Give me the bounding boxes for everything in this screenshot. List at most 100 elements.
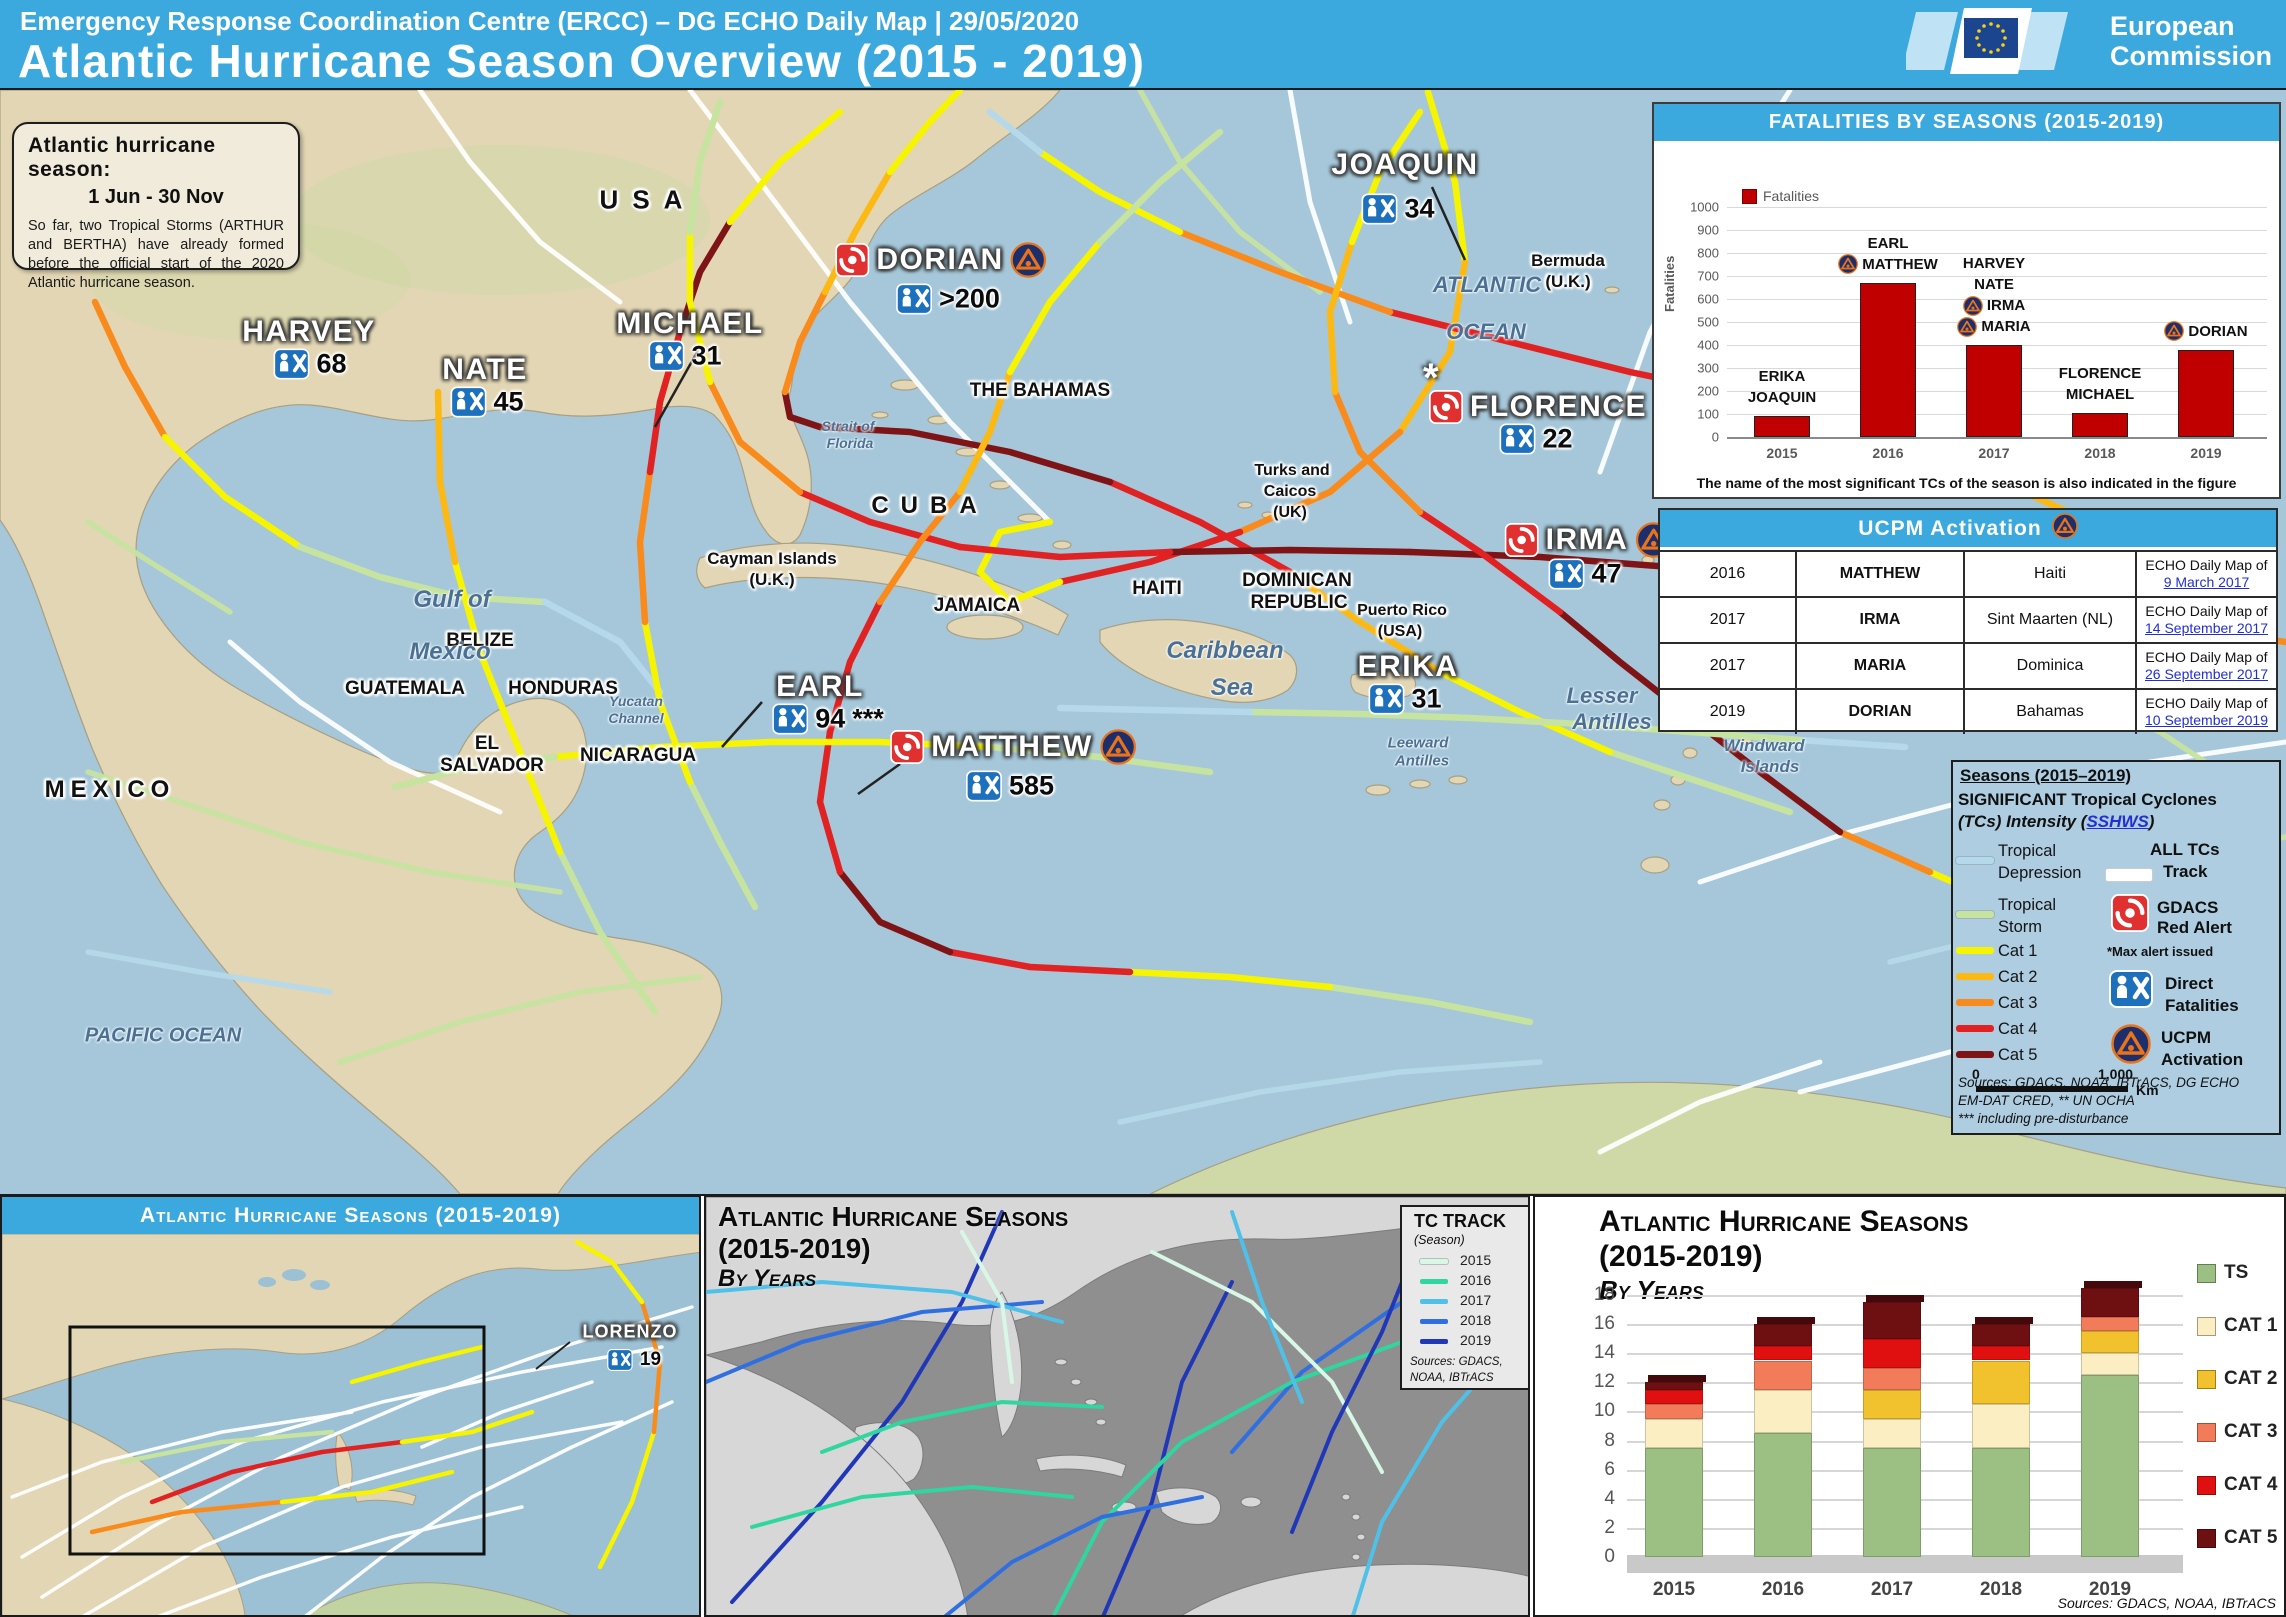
legend-fatalities-label2: Fatalities bbox=[2165, 996, 2239, 1015]
source-link-ibtracs[interactable]: IBTrACS bbox=[1448, 1372, 1494, 1384]
storm-label-matthew: MATTHEW bbox=[890, 729, 1136, 765]
direct-fatalities-icon bbox=[450, 386, 487, 418]
bar-segment-ts bbox=[2081, 1375, 2139, 1557]
ec-logo-line2: Commission bbox=[2109, 41, 2272, 71]
bar-segment-cat4 bbox=[1863, 1338, 1921, 1368]
source-link-gdacs[interactable]: GDACS bbox=[2116, 1595, 2167, 1611]
legend-label-c5: Cat 5 bbox=[1998, 1046, 2038, 1064]
source-link-ibtracs[interactable]: IBTrACS bbox=[2221, 1595, 2276, 1611]
background-track bbox=[85, 519, 233, 615]
season-info-box: Atlantic hurricane season: 1 Jun - 30 No… bbox=[12, 122, 300, 291]
echo-daily-map-link-wrap: ECHO Daily Map of 9 March 2017 bbox=[2145, 556, 2268, 591]
storm-fatalities-irma: 47 bbox=[1548, 558, 1622, 590]
source-link-noaa[interactable]: NOAA bbox=[1410, 1372, 1443, 1384]
ucpm-row-storm: IRMA bbox=[1795, 596, 1963, 642]
legend-max-alert-note: *Max alert issued bbox=[2107, 944, 2214, 959]
fatalities-chart-note: The name of the most significant TCs of … bbox=[1696, 475, 2237, 491]
source-link-arthur[interactable]: ARTHUR bbox=[223, 218, 284, 234]
legend-label: TS bbox=[2224, 1262, 2249, 1283]
echo-daily-map-link[interactable]: 14 September 2017 bbox=[2145, 620, 2268, 636]
fatalities-count: 22 bbox=[1542, 423, 1573, 454]
mini-map-tracks bbox=[10, 1239, 694, 1615]
label-pointer-lines bbox=[653, 186, 1467, 796]
annotation-line: NATE bbox=[1919, 274, 2069, 295]
bar-segment-ts bbox=[1863, 1447, 1921, 1557]
direct-fatalities-icon bbox=[1548, 558, 1585, 590]
sshws-link[interactable]: SSHWS bbox=[2086, 812, 2149, 831]
legend-swatch bbox=[2197, 1422, 2216, 1442]
hurricane-track-joaquin bbox=[976, 90, 1469, 606]
fatalities-count: 585 bbox=[1008, 770, 1055, 801]
storm-label-earl: EARL bbox=[776, 670, 864, 704]
ucpm-table-header: UCPM Activation bbox=[1660, 510, 2276, 547]
ucpm-row-storm: MARIA bbox=[1795, 642, 1963, 688]
fatalities-row: 31 bbox=[648, 340, 722, 372]
annotation-storm-name: IRMA bbox=[1986, 297, 2026, 314]
tc-legend-sources-line: Sources: GDACS, bbox=[1410, 1356, 1503, 1368]
source-link-em-dat-cred[interactable]: EM-DAT CRED bbox=[1958, 1093, 2051, 1108]
tc-legend-swatch-2019 bbox=[1420, 1339, 1448, 1344]
legend-label: CAT 1 bbox=[2224, 1315, 2278, 1336]
geo-label-guatemala: GUATEMALA bbox=[345, 678, 465, 699]
direct-fatalities-icon bbox=[273, 348, 310, 380]
echo-daily-map-link[interactable]: 10 September 2019 bbox=[2145, 712, 2268, 728]
tc-legend-swatch-2018 bbox=[1420, 1319, 1448, 1324]
storm-label-row: EARL bbox=[776, 670, 864, 704]
y-axis-tick: 0 bbox=[1604, 1546, 1615, 1567]
mini-map-track bbox=[89, 1499, 285, 1535]
mini-map-title: Atlantic Hurricane Seasons (2015-2019) bbox=[2, 1197, 699, 1234]
geo-label-el: EL bbox=[474, 733, 500, 754]
annotation-storm-name: NATE bbox=[1974, 276, 2014, 293]
legend-label-c2: Cat 2 bbox=[1998, 968, 2038, 986]
mini-map-track bbox=[639, 1299, 663, 1435]
storm-fatalities-matthew: 585 bbox=[966, 770, 1055, 802]
european-commission-logo: European Commission bbox=[1905, 4, 2272, 78]
legend-sources-line: *** including pre-disturbance bbox=[1958, 1111, 2129, 1126]
fatalities-count: 47 bbox=[1591, 558, 1622, 589]
geo-label--uk-: (UK) bbox=[1273, 504, 1307, 521]
y-axis-tick: 500 bbox=[1697, 314, 1719, 330]
storm-label-lorenzo: LORENZO bbox=[583, 1322, 678, 1343]
geo-label-pacific-ocean: PACIFIC OCEAN bbox=[84, 1024, 242, 1047]
storm-label-row: NATE bbox=[442, 353, 527, 387]
source-link-ibtracs[interactable]: IBTrACS bbox=[2116, 1075, 2169, 1090]
gridline bbox=[1727, 207, 2267, 208]
geo-label-bermuda: Bermuda bbox=[1531, 251, 1605, 270]
source-link-un-ocha[interactable]: UN OCHA bbox=[2072, 1093, 2135, 1108]
echo-daily-map-link[interactable]: 26 September 2017 bbox=[2145, 666, 2268, 682]
legend-track-swatch bbox=[2105, 868, 2153, 882]
by-years-chart-sources: Sources: GDACS, NOAA, IBTrACS bbox=[2057, 1595, 2276, 1611]
source-link-bertha[interactable]: BERTHA bbox=[63, 237, 122, 254]
source-link-noaa[interactable]: NOAA bbox=[2174, 1595, 2215, 1611]
tc-track-legend-title: TC TRACK bbox=[1414, 1211, 1506, 1231]
ucpm-row-place: Dominica bbox=[1963, 642, 2135, 688]
geo-label--usa-: (USA) bbox=[1377, 623, 1423, 640]
stacked-bar-2019 bbox=[2081, 1197, 2142, 1557]
fatalities-count: 31 bbox=[1411, 683, 1442, 714]
mini-map-track bbox=[119, 1429, 335, 1465]
geo-label-mexico: MEXICO bbox=[44, 776, 176, 803]
direct-fatalities-icon bbox=[648, 340, 685, 372]
source-link-dg-echo[interactable]: DG ECHO bbox=[2176, 1075, 2240, 1090]
legend-label: CAT 5 bbox=[2224, 1527, 2278, 1548]
echo-daily-map-link[interactable]: 9 March 2017 bbox=[2163, 574, 2250, 590]
label-pointer-line bbox=[857, 762, 901, 796]
annotation-line: EARL bbox=[1813, 233, 1963, 254]
mini-map-track bbox=[149, 1439, 405, 1505]
direct-fatalities-icon bbox=[1368, 683, 1405, 715]
mini-map-track bbox=[279, 1469, 455, 1505]
x-axis-label-2015: 2015 bbox=[1766, 445, 1798, 461]
bar-segment-cat2 bbox=[2081, 1331, 2139, 1354]
tc-legend-label-2019: 2019 bbox=[1460, 1332, 1492, 1348]
bar-segment-cat3 bbox=[1754, 1360, 1812, 1390]
ucpm-row-map: ECHO Daily Map of 9 March 2017 bbox=[2135, 550, 2276, 596]
gdacs-red-alert-icon bbox=[835, 243, 870, 277]
legend-label-td: Depression bbox=[1998, 864, 2082, 882]
direct-fatalities-icon bbox=[896, 283, 933, 315]
y-axis-tick: 600 bbox=[1697, 291, 1719, 307]
direct-fatalities-icon bbox=[273, 348, 310, 380]
direct-fatalities-icon bbox=[1499, 423, 1536, 455]
source-link-gdacs[interactable]: GDACS bbox=[1458, 1356, 1500, 1368]
legend-label-ts: Storm bbox=[1998, 918, 2043, 936]
bar-annotation-2019: DORIAN bbox=[2131, 321, 2281, 342]
